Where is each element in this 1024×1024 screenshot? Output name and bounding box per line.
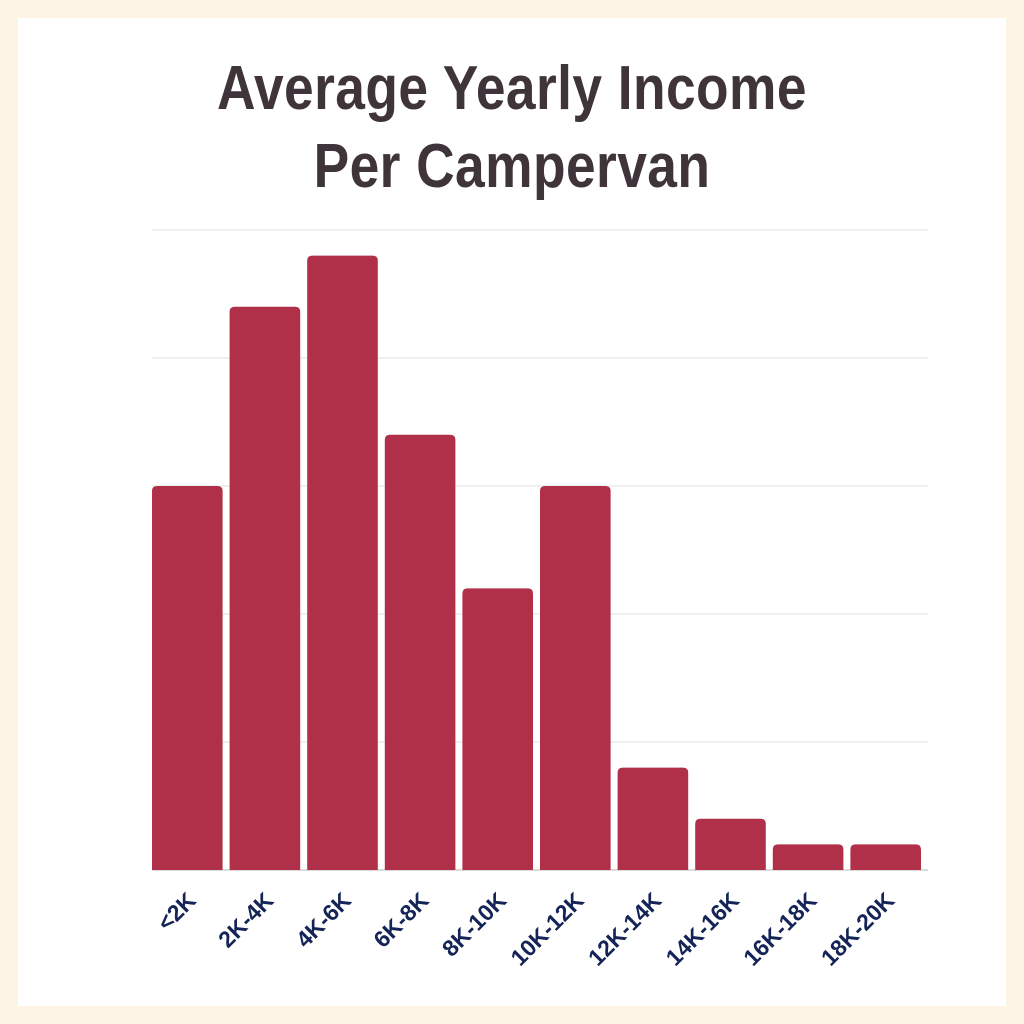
chart-title-line-1: Average Yearly Income [217, 54, 807, 123]
x-tick-label: 10K-12K [505, 887, 589, 971]
bar-2k-4k [229, 306, 301, 870]
bar-10k-12k [540, 486, 611, 870]
x-tick-label: 6K-8K [368, 887, 434, 953]
bar-14k-16k [695, 818, 766, 870]
x-tick-label: 4K-6K [291, 887, 357, 953]
x-tick-label: 8K-10K [437, 887, 512, 962]
bar-4k-6k [307, 255, 378, 871]
bar-8k-10k [462, 588, 533, 870]
chart-title-line-2: Per Campervan [313, 132, 711, 201]
bar-2k [152, 486, 223, 870]
bar-6k-8k [384, 434, 456, 870]
x-tick-label: 16K-18K [738, 887, 822, 971]
x-tick-label: 14K-16K [661, 887, 745, 971]
x-tick-label: 2K-4K [213, 887, 279, 953]
x-tick-label: <2K [152, 887, 201, 936]
x-tick-label: 12K-14K [583, 887, 667, 971]
bar-18k-20k [850, 844, 921, 870]
bar-12k-14k [617, 767, 689, 870]
x-tick-label: 18K-20K [816, 887, 900, 971]
chart-title: Average Yearly Income Per Campervan [72, 50, 953, 206]
bar-16k-18k [772, 844, 844, 870]
